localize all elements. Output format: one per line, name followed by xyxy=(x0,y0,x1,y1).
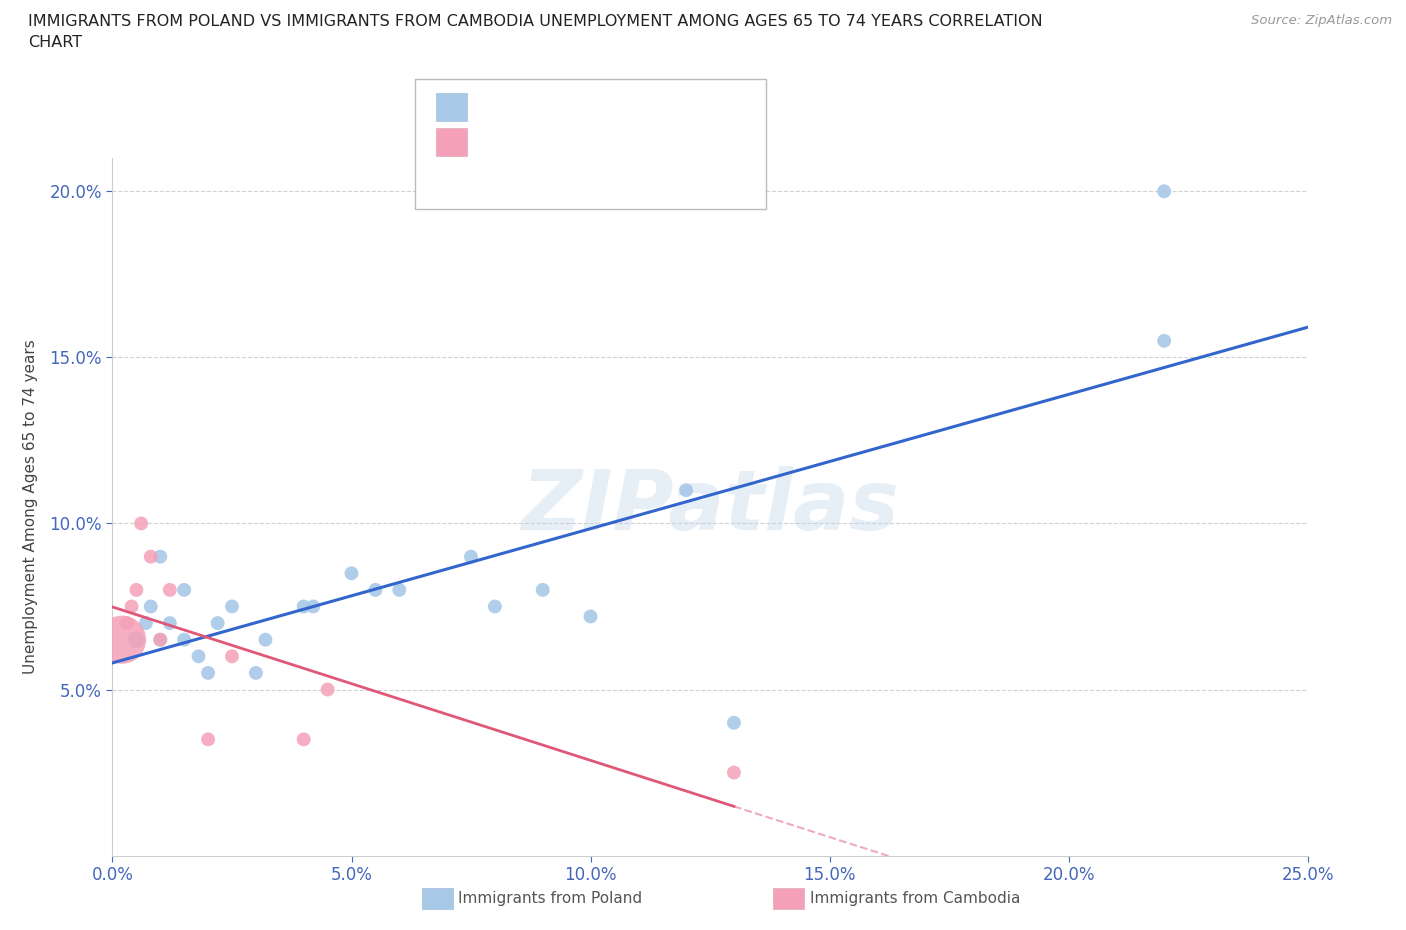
Point xyxy=(187,649,209,664)
Point xyxy=(159,616,181,631)
Point xyxy=(723,715,745,730)
Point xyxy=(579,609,602,624)
Point xyxy=(364,582,387,597)
Point xyxy=(139,599,162,614)
Point xyxy=(221,599,243,614)
Point xyxy=(484,599,506,614)
Point xyxy=(125,582,148,597)
Point xyxy=(135,616,157,631)
Point xyxy=(129,516,152,531)
Point xyxy=(460,550,482,565)
Text: ZIPatlas: ZIPatlas xyxy=(522,466,898,548)
Point xyxy=(388,582,411,597)
Text: R =  0.533   N = 26: R = 0.533 N = 26 xyxy=(478,98,641,116)
Text: CHART: CHART xyxy=(28,35,82,50)
Text: Immigrants from Poland: Immigrants from Poland xyxy=(458,891,643,906)
Point xyxy=(197,666,219,681)
Point xyxy=(245,666,267,681)
Point xyxy=(115,616,138,631)
Point xyxy=(292,732,315,747)
Point xyxy=(675,483,697,498)
Point xyxy=(149,632,172,647)
Point xyxy=(173,582,195,597)
Point xyxy=(1153,184,1175,199)
Point xyxy=(139,550,162,565)
Point xyxy=(197,732,219,747)
Text: Source: ZipAtlas.com: Source: ZipAtlas.com xyxy=(1251,14,1392,27)
Point xyxy=(121,599,143,614)
Text: R = -0.322   N = 13: R = -0.322 N = 13 xyxy=(478,133,641,151)
Point xyxy=(531,582,554,597)
Point xyxy=(302,599,325,614)
Point xyxy=(316,682,339,697)
Point xyxy=(149,550,172,565)
Point xyxy=(207,616,229,631)
Point xyxy=(1153,333,1175,348)
Point xyxy=(221,649,243,664)
Point xyxy=(340,565,363,580)
Point xyxy=(292,599,315,614)
Text: IMMIGRANTS FROM POLAND VS IMMIGRANTS FROM CAMBODIA UNEMPLOYMENT AMONG AGES 65 TO: IMMIGRANTS FROM POLAND VS IMMIGRANTS FRO… xyxy=(28,14,1043,29)
Point xyxy=(723,765,745,780)
Point xyxy=(159,582,181,597)
Point xyxy=(111,632,134,647)
Point xyxy=(125,632,148,647)
Text: Immigrants from Cambodia: Immigrants from Cambodia xyxy=(810,891,1021,906)
Point xyxy=(149,632,172,647)
Point xyxy=(173,632,195,647)
Y-axis label: Unemployment Among Ages 65 to 74 years: Unemployment Among Ages 65 to 74 years xyxy=(24,339,38,674)
Point xyxy=(254,632,277,647)
